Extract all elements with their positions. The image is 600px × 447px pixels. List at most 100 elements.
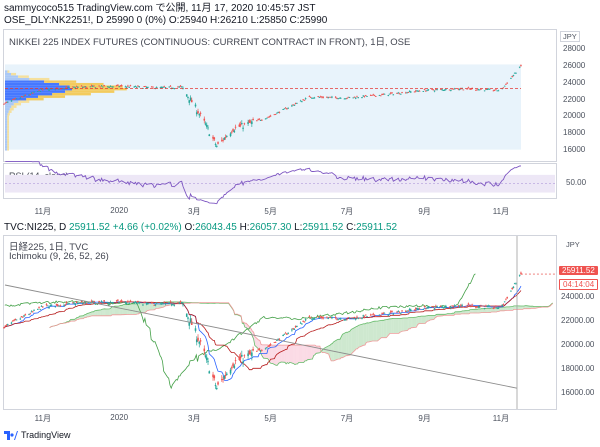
ichimoku-cloud-segment (307, 345, 312, 360)
tvc-ohlc-info: TVC:NI225, D 25911.52 +4.66 (+0.02%) O:2… (4, 222, 397, 234)
volume-profile-bar (44, 80, 77, 83)
volume-profile-bar (5, 90, 66, 93)
bottom-candle-body (31, 311, 34, 313)
bottom-candle-body (267, 346, 269, 347)
bottom-candle-body (119, 301, 122, 302)
volume-profile-bar (7, 140, 9, 144)
top-candle-body (425, 90, 427, 92)
bottom-candle-body (426, 307, 428, 309)
ichimoku-cloud-segment (525, 305, 527, 309)
bottom-candle-body (321, 316, 323, 319)
ichimoku-cloud-segment (364, 323, 367, 346)
volume-profile-bar (7, 113, 10, 116)
tradingview-logo[interactable]: TradingView (4, 430, 71, 440)
top-candle-body (458, 89, 461, 91)
top-x-tick-label: 11月 (492, 207, 510, 216)
ichimoku-cloud-segment (289, 345, 294, 364)
top-candle-body (319, 96, 322, 98)
top-currency-label[interactable]: JPY (560, 31, 580, 42)
top-candle-body (440, 89, 442, 90)
bottom-currency-label[interactable]: JPY (566, 240, 580, 249)
top-candle-body (493, 90, 496, 91)
bottom-candle-body (311, 318, 313, 320)
bottom-candle-body (379, 315, 382, 316)
top-candle-body (406, 92, 408, 94)
bottom-candle-body (93, 300, 95, 302)
top-candle-body (278, 112, 281, 113)
bottom-candle-body (413, 309, 416, 311)
ichimoku-cloud-segment (385, 319, 387, 338)
top-candle-body (164, 87, 167, 88)
bottom-candle-body (374, 316, 377, 317)
volume-profile-bar (7, 118, 9, 121)
bottom-candle-body (147, 302, 149, 304)
brand-name: TradingView (21, 430, 71, 440)
top-candle-body (258, 118, 261, 120)
bottom-candle-body (39, 309, 42, 310)
bottom-candle-body (292, 328, 294, 329)
bottom-candle-body (145, 303, 148, 305)
top-candle-body (284, 107, 287, 109)
bottom-candle-body (30, 311, 33, 313)
top-candle-body (451, 88, 453, 90)
top-candle-body (198, 114, 201, 116)
top-candle-body (441, 89, 443, 91)
bottom-candle-body (180, 302, 183, 304)
bottom-candle-body (391, 311, 393, 312)
ichimoku-cloud-segment (521, 306, 523, 310)
top-candle-body (155, 87, 158, 88)
volume-profile-bar (5, 77, 30, 81)
bottom-candle-body (264, 348, 267, 350)
top-candle-body (55, 87, 58, 89)
bottom-candle-body (168, 302, 171, 304)
bottom-x-tick-label: 9月 (418, 414, 431, 423)
ichimoku-cloud-segment (284, 345, 287, 364)
ichimoku-cloud-segment (278, 345, 280, 364)
top-candle-body (82, 87, 84, 88)
top-candle-body (28, 94, 30, 96)
bottom-candle-body (361, 317, 363, 319)
top-candle-body (346, 97, 348, 99)
ichimoku-cloud-segment (383, 319, 386, 338)
bottom-x-tick-label: 5月 (264, 414, 277, 423)
ichimoku-cloud-segment (337, 339, 339, 360)
ichimoku-cloud-segment (306, 345, 308, 361)
ichimoku-cloud-segment (313, 345, 315, 356)
bottom-candle-body (372, 313, 375, 315)
bottom-candle-body (234, 360, 237, 362)
top-candle-body (29, 94, 32, 96)
bottom-candle-body (471, 304, 473, 306)
top-candle-body (379, 95, 382, 97)
bottom-candle-body (294, 326, 297, 328)
bottom-candle-body (33, 310, 35, 311)
top-candle-body (115, 85, 118, 86)
bottom-candle-body (125, 302, 128, 304)
bottom-candle-body (515, 283, 517, 285)
top-candle-body (396, 93, 398, 94)
bottom-price-pane[interactable] (3, 235, 557, 410)
ichimoku-cloud-segment (277, 345, 279, 366)
top-candle-body (162, 87, 164, 88)
top-candle-body (150, 86, 153, 88)
ichimoku-cloud-segment (349, 329, 352, 356)
ichimoku-cloud-segment (376, 321, 378, 341)
bottom-candle-body (199, 340, 202, 342)
ichimoku-cloud-segment (79, 315, 84, 319)
bottom-y-tick-label: 20000.00 (561, 340, 595, 349)
bottom-candle-body (115, 300, 118, 302)
bottom-candle-body (448, 306, 451, 308)
bottom-candle-body (381, 313, 383, 315)
ichimoku-cloud-segment (304, 345, 307, 361)
bottom-candle-body (213, 375, 216, 379)
ichimoku-cloud-segment (119, 305, 121, 315)
ichimoku-cloud-segment (94, 310, 96, 316)
ichimoku-cloud-segment (153, 302, 155, 310)
top-candle-body (515, 72, 517, 74)
volume-profile-bar (5, 133, 8, 136)
volume-profile-bar (5, 118, 8, 121)
ichimoku-cloud-segment (262, 344, 264, 359)
ichimoku-cloud-segment (148, 302, 150, 311)
volume-profile-bar (5, 82, 60, 86)
top-candle-body (185, 94, 188, 97)
ichimoku-cloud-segment (498, 307, 501, 312)
